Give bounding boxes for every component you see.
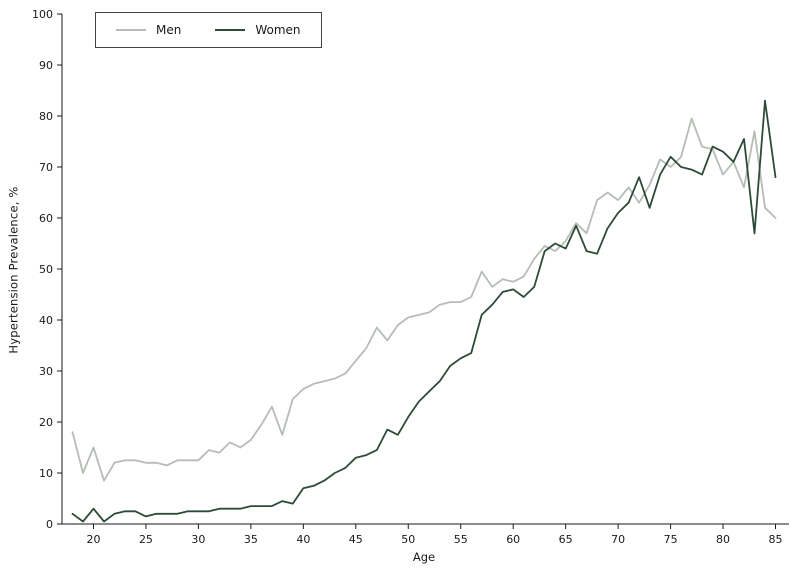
- x-tick-label: 45: [349, 533, 363, 546]
- y-tick-label: 80: [39, 110, 53, 123]
- x-axis-title: Age: [412, 550, 436, 564]
- legend: Men Women: [95, 12, 322, 48]
- women-line-swatch: [215, 29, 246, 31]
- x-tick-label: 40: [296, 533, 310, 546]
- x-tick-label: 50: [401, 533, 415, 546]
- x-tick-label: 65: [559, 533, 573, 546]
- y-tick-label: 30: [39, 365, 53, 378]
- y-tick-label: 100: [32, 8, 53, 21]
- men-line: [71, 117, 777, 482]
- x-tick-label: 30: [191, 533, 205, 546]
- x-tick-label: 70: [611, 533, 625, 546]
- x-tick-label: 25: [139, 533, 153, 546]
- y-tick-label: 10: [39, 467, 53, 480]
- legend-label-women: Women: [255, 23, 301, 37]
- x-tick-label: 80: [716, 533, 730, 546]
- legend-item-men: Men: [116, 23, 181, 37]
- x-tick-label: 75: [664, 533, 678, 546]
- x-tick-label: 60: [506, 533, 520, 546]
- y-tick-label: 40: [39, 314, 53, 327]
- men-line-swatch: [116, 29, 146, 31]
- y-tick-label: 0: [46, 518, 53, 531]
- women-line: [71, 99, 777, 523]
- x-tick-label: 85: [769, 533, 783, 546]
- y-tick-label: 70: [39, 161, 53, 174]
- legend-label-men: Men: [156, 23, 182, 37]
- y-tick-label: 90: [39, 59, 53, 72]
- x-tick-label: 35: [244, 533, 258, 546]
- x-tick-label: 20: [86, 533, 100, 546]
- x-tick-label: 55: [454, 533, 468, 546]
- y-tick-label: 60: [39, 212, 53, 225]
- legend-item-women: Women: [215, 23, 301, 37]
- y-tick-label: 20: [39, 416, 53, 429]
- y-tick-label: 50: [39, 263, 53, 276]
